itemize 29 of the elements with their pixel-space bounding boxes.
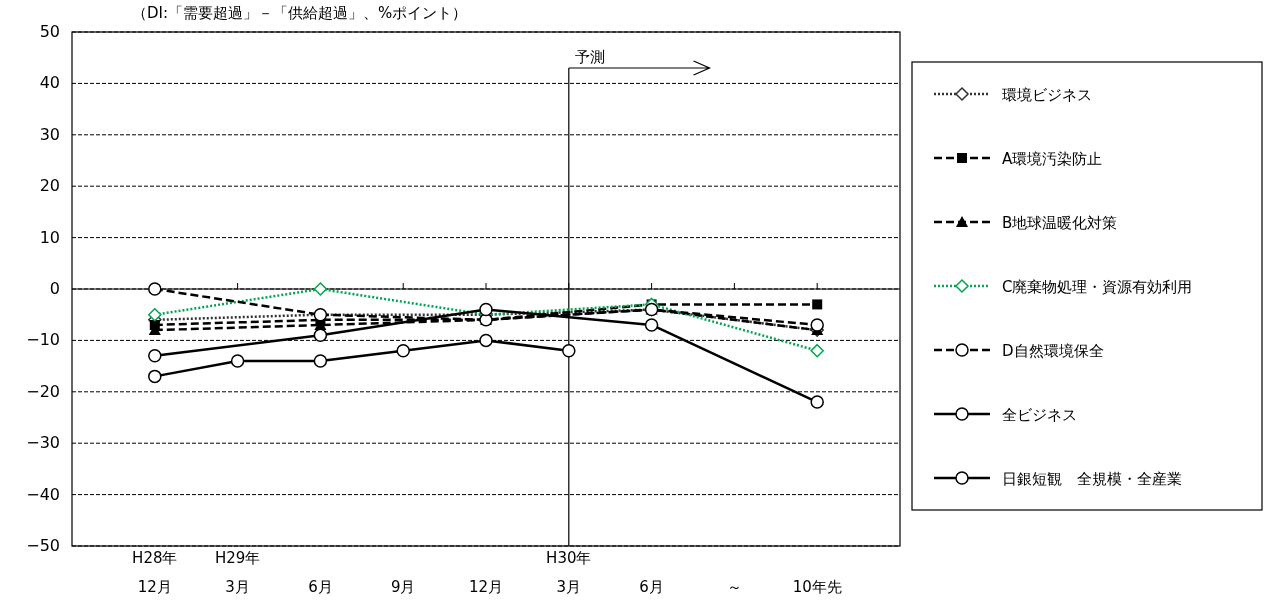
- x-tick-label: 6月: [308, 578, 333, 596]
- legend-label: B地球温暖化対策: [1002, 214, 1118, 232]
- x-tick-label: ～: [726, 578, 742, 596]
- y-tick-label: −40: [26, 484, 60, 504]
- y-tick-label: 40: [39, 73, 60, 93]
- y-tick-label: 50: [39, 22, 60, 41]
- y-tick-label: 10: [39, 227, 60, 247]
- x-tick-label: 9月: [390, 578, 416, 596]
- legend-label: A環境汚染防止: [1002, 150, 1103, 168]
- legend-label: 日銀短観 全規模・全産業: [1002, 470, 1182, 488]
- y-tick-label: −10: [26, 330, 60, 350]
- y-tick-label: −30: [26, 433, 60, 453]
- y-tick-label: −50: [26, 536, 60, 555]
- y-tick-label: 0: [49, 279, 60, 298]
- x-tick-label: H28年 12月: [132, 549, 178, 596]
- y-tick-label: 30: [39, 124, 60, 144]
- x-tick-label: H30年 3月: [546, 549, 592, 596]
- legend-label: C廃棄物処理・資源有効利用: [1002, 278, 1193, 296]
- y-tick-label: 20: [39, 176, 60, 196]
- legend-label: 全ビジネス: [1002, 406, 1077, 424]
- y-tick-label: −20: [26, 381, 60, 401]
- x-tick-label: H29年 3月: [214, 549, 261, 596]
- x-tick-label: 10年先: [792, 578, 842, 596]
- x-tick-label: 12月: [468, 578, 504, 596]
- chart-title: （DI:「需要超過」－「供給超過」、%ポイント）: [132, 4, 468, 22]
- x-tick-label: 6月: [639, 578, 664, 596]
- legend-label: D自然環境保全: [1002, 342, 1104, 360]
- ref-line-label: 予測: [574, 47, 605, 66]
- legend-label: 環境ビジネス: [1002, 86, 1092, 104]
